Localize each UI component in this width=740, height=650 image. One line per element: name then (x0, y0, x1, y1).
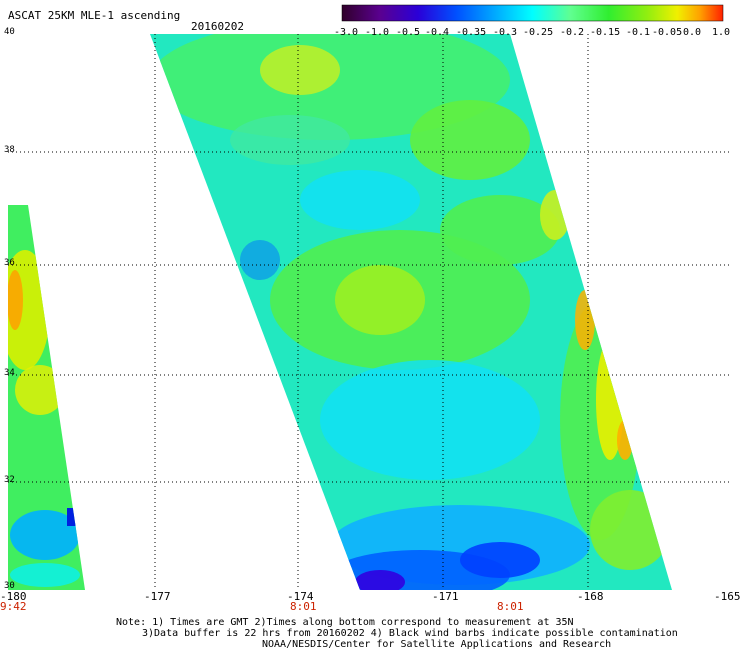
colorbar-label: -0.35 (456, 27, 487, 38)
time-label: 8:01 (290, 600, 317, 613)
colorbar-label: -0.3 (493, 27, 518, 38)
time-label: 8:01 (497, 600, 524, 613)
map-date: 20160202 (191, 20, 244, 33)
swath-main (150, 34, 672, 590)
colorbar-label: -0.5 (396, 27, 421, 38)
lat-label: 40 (4, 27, 15, 37)
note-line-2: 3)Data buffer is 22 hrs from 20160202 4)… (142, 628, 678, 639)
note-line-3: NOAA/NESDIS/Center for Satellite Applica… (262, 639, 612, 650)
lat-label: 30 (4, 581, 15, 591)
lon-label: -171 (432, 590, 459, 603)
colorbar-label: -0.25 (523, 27, 554, 38)
colorbar-label: -1.0 (365, 27, 390, 38)
note-line-1: Note: 1) Times are GMT 2)Times along bot… (116, 617, 574, 628)
colorbar-label: -3.0 (334, 27, 359, 38)
lat-label: 34 (4, 368, 15, 378)
colorbar (341, 4, 724, 22)
colorbar-label: 0.0 (683, 27, 702, 38)
lat-label: 36 (4, 258, 15, 268)
map-title: ASCAT 25KM MLE-1 ascending (8, 9, 181, 22)
time-label: 9:42 (0, 600, 27, 613)
lon-label: -180 (0, 590, 27, 603)
graticule (8, 34, 730, 590)
lon-label: -174 (287, 590, 314, 603)
lat-label: 38 (4, 145, 15, 155)
lon-label: -165 (714, 590, 740, 603)
lat-label: 32 (4, 475, 15, 485)
colorbar-label: -0.1 (626, 27, 651, 38)
colorbar-label: -0.2 (560, 27, 585, 38)
colorbar-label: 1.0 (712, 27, 731, 38)
colorbar-label: -0.05 (652, 27, 683, 38)
lon-label: -177 (144, 590, 171, 603)
swath-west (8, 205, 85, 590)
colorbar-label: -0.4 (425, 27, 450, 38)
colorbar-label: -0.15 (590, 27, 621, 38)
lon-label: -168 (577, 590, 604, 603)
